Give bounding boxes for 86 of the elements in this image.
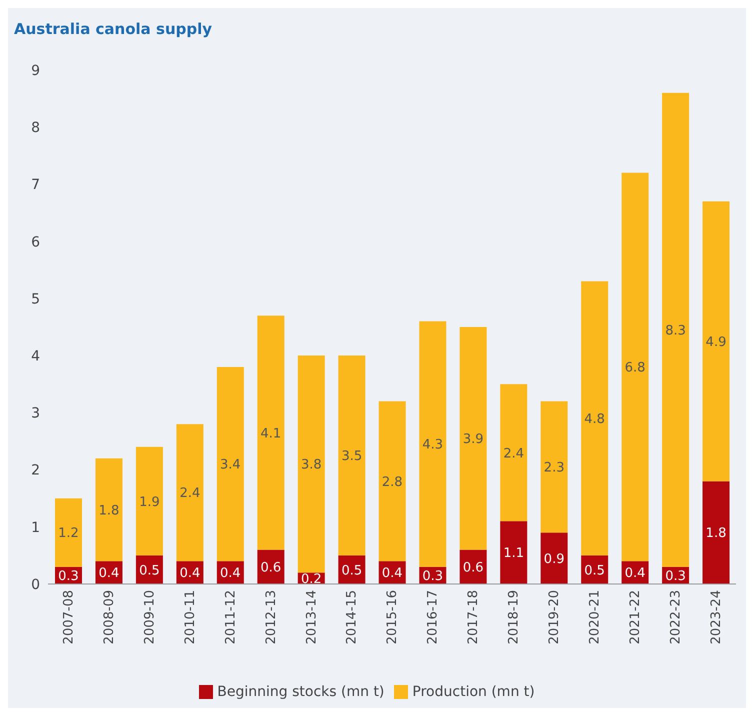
x-tick-label: 2009-10 [142, 590, 158, 644]
y-tick-label: 2 [31, 462, 40, 479]
data-label: 1.1 [503, 546, 524, 562]
bar [540, 401, 568, 533]
data-label: 3.8 [300, 458, 322, 473]
data-label: 0.3 [422, 569, 444, 584]
data-label: 4.9 [706, 334, 726, 350]
bar [257, 316, 284, 550]
x-tick-label: 2018-19 [506, 590, 522, 644]
data-label: 2.4 [503, 446, 524, 462]
y-tick-label: 3 [31, 406, 40, 422]
bar [176, 424, 204, 562]
data-label: 3.9 [462, 432, 484, 447]
bar [702, 201, 730, 482]
bar [622, 172, 649, 562]
data-label: 0.6 [462, 560, 484, 576]
data-label: 0.3 [58, 569, 79, 584]
bar [378, 401, 406, 562]
legend-label: Beginning stocks (mn t) [217, 684, 384, 700]
bar [662, 92, 690, 567]
data-label: 4.1 [260, 426, 282, 442]
bar [338, 356, 366, 556]
bar [500, 384, 528, 522]
data-label: 0.4 [624, 566, 646, 582]
bar [460, 550, 487, 584]
x-tick-label: 2008-09 [102, 590, 117, 644]
y-tick-label: 8 [31, 120, 40, 136]
y-tick-label: 4 [31, 348, 40, 365]
x-tick-label: 2019-20 [547, 590, 562, 644]
x-tick-label: 2015-16 [385, 590, 400, 644]
data-label: 0.4 [98, 566, 120, 582]
x-tick-label: 2007-08 [61, 590, 76, 644]
data-label: 2.8 [382, 474, 403, 490]
x-tick-label: 2020-21 [588, 590, 603, 644]
bar [500, 521, 528, 584]
data-label: 3.4 [220, 458, 241, 473]
bar [257, 550, 284, 584]
data-label: 0.5 [584, 563, 605, 578]
data-label: 0.6 [260, 560, 282, 576]
data-label: 1.9 [139, 494, 160, 510]
bar [540, 532, 568, 584]
data-label: 6.8 [624, 360, 646, 376]
data-label: 0.4 [382, 566, 403, 582]
data-label: 0.4 [220, 566, 241, 582]
bar [460, 327, 487, 550]
legend-label: Production (mn t) [412, 684, 535, 700]
bar [419, 321, 446, 567]
y-tick-label: 7 [31, 177, 40, 194]
data-label: 8.3 [665, 323, 686, 338]
data-label: 4.3 [422, 438, 444, 453]
y-tick-label: 9 [31, 62, 40, 79]
y-tick-label: 5 [31, 291, 40, 308]
bar [95, 458, 122, 562]
bar [55, 498, 82, 567]
x-tick-label: 2012-13 [264, 590, 279, 644]
data-label: 3.5 [341, 449, 362, 464]
data-label: 4.8 [584, 412, 605, 427]
x-tick-label: 2014-15 [344, 590, 360, 644]
y-tick-label: 6 [31, 234, 40, 250]
x-tick-label: 2011-12 [223, 590, 238, 644]
x-tick-label: 2021-22 [628, 590, 644, 644]
data-label: 1.8 [98, 503, 120, 518]
data-label: 1.2 [58, 526, 79, 542]
x-tick-label: 2016-17 [426, 590, 441, 644]
data-label: 2.4 [180, 486, 200, 502]
y-tick-label: 1 [31, 520, 40, 536]
bar [581, 281, 608, 556]
x-tick-label: 2017-18 [466, 590, 482, 644]
data-label: 0.2 [300, 572, 322, 587]
data-label: 0.9 [544, 552, 564, 567]
bar [216, 366, 244, 562]
x-tick-label: 2023-24 [708, 590, 724, 644]
y-tick-label: 0 [31, 576, 40, 593]
data-label: 0.5 [139, 563, 160, 578]
data-label: 0.3 [665, 569, 686, 584]
bar [702, 481, 730, 584]
data-label: 0.4 [180, 566, 200, 582]
x-tick-label: 2013-14 [304, 590, 320, 644]
data-label: 0.5 [341, 563, 362, 578]
data-label: 1.8 [706, 526, 726, 542]
x-tick-label: 2022-23 [668, 590, 684, 644]
bar [298, 356, 325, 573]
bar [136, 446, 163, 556]
x-tick-label: 2010-11 [182, 590, 198, 644]
data-label: 2.3 [544, 460, 564, 476]
chart-title: Australia canola supply [13, 19, 214, 40]
